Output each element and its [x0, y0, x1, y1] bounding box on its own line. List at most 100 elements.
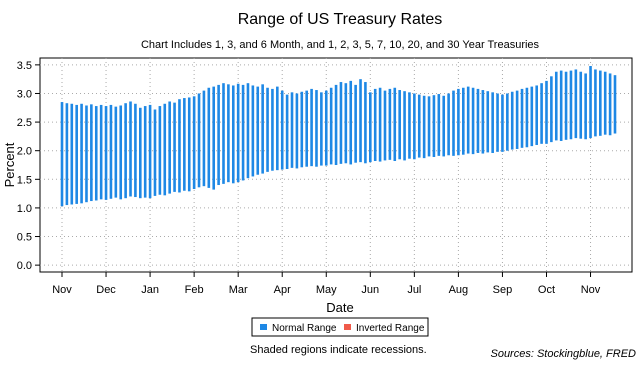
range-bar	[559, 70, 563, 141]
range-bar	[119, 105, 123, 200]
chart-subtitle: Chart Includes 1, 3, and 6 Month, and 1,…	[141, 39, 540, 51]
range-bar	[80, 103, 83, 204]
range-bar	[212, 86, 216, 190]
range-bar	[104, 106, 108, 200]
range-bar	[75, 104, 78, 204]
range-bar	[515, 90, 519, 149]
range-bar	[378, 87, 382, 162]
range-bar	[486, 91, 490, 153]
x-tick-label: Aug	[449, 284, 469, 296]
range-bar	[178, 99, 181, 193]
range-bar	[388, 88, 392, 160]
range-bar	[295, 93, 299, 169]
range-bar	[109, 104, 113, 199]
range-bar	[129, 101, 132, 197]
range-bar	[554, 71, 558, 141]
range-bar	[217, 84, 220, 186]
legend-label: Inverted Range	[356, 323, 425, 334]
range-bar	[535, 85, 538, 145]
y-tick-label: 3.0	[17, 88, 32, 100]
range-bar	[466, 86, 470, 154]
range-bar	[584, 73, 587, 140]
range-bar	[163, 103, 167, 196]
range-bar	[124, 103, 127, 199]
range-bar	[569, 70, 573, 140]
range-bar	[373, 88, 377, 161]
range-bar	[594, 69, 597, 137]
x-tick-label: Nov	[581, 284, 601, 296]
range-bar	[256, 86, 260, 175]
x-tick-label: Oct	[538, 284, 555, 296]
range-bar	[476, 88, 480, 153]
range-bar	[471, 87, 475, 155]
range-bar	[398, 90, 401, 160]
range-bar	[510, 91, 514, 150]
range-bar	[60, 102, 64, 207]
range-bar	[354, 84, 357, 163]
x-tick-label: Jul	[407, 284, 421, 296]
range-bar	[320, 92, 323, 166]
range-bar	[545, 80, 548, 144]
range-bar	[192, 96, 196, 190]
range-bar	[148, 104, 152, 199]
y-tick-label: 2.5	[17, 117, 32, 129]
range-bar	[315, 90, 318, 167]
range-bar	[530, 86, 534, 147]
range-bar	[305, 90, 308, 167]
range-bar	[369, 92, 372, 163]
range-bar	[236, 83, 240, 183]
range-bar	[227, 84, 230, 183]
range-bar	[324, 90, 328, 166]
range-bar	[613, 75, 617, 134]
range-bar	[491, 92, 494, 153]
range-bar	[447, 93, 450, 156]
range-bar	[550, 76, 553, 143]
range-bar	[65, 103, 69, 206]
y-axis-label: Percent	[2, 142, 17, 187]
range-bar	[271, 88, 274, 171]
range-bar	[364, 82, 367, 164]
range-bar	[422, 95, 426, 159]
range-bar	[168, 101, 171, 194]
range-bar	[280, 90, 284, 170]
range-bar	[506, 93, 509, 151]
legend-box	[251, 317, 429, 337]
range-bar	[496, 93, 499, 152]
range-bar	[413, 93, 416, 160]
range-bar	[359, 79, 362, 163]
x-tick-label: Dec	[96, 284, 116, 296]
x-tick-label: Jun	[361, 284, 379, 296]
range-bar	[564, 71, 568, 140]
range-bar	[197, 93, 201, 188]
range-bar	[540, 83, 543, 144]
range-bar	[285, 94, 289, 170]
y-tick-label: 1.5	[17, 174, 32, 186]
x-tick-label: Nov	[52, 284, 72, 296]
range-bar	[393, 87, 397, 161]
range-bar	[608, 73, 612, 136]
range-bar	[158, 106, 162, 195]
x-tick-label: Apr	[274, 284, 291, 296]
range-bar	[231, 85, 235, 184]
range-bar	[599, 70, 602, 136]
range-bar	[276, 86, 279, 171]
range-bar	[432, 95, 436, 157]
range-bar	[183, 98, 186, 191]
range-bar	[207, 87, 211, 188]
range-bar	[329, 87, 333, 165]
range-bar	[143, 106, 147, 198]
range-bar	[241, 84, 245, 181]
range-bar	[300, 91, 304, 168]
range-bar	[427, 96, 431, 157]
y-tick-label: 1.0	[17, 203, 32, 215]
range-bar	[139, 107, 142, 199]
range-bar	[461, 87, 465, 155]
range-bar	[134, 103, 137, 198]
range-bar	[457, 88, 460, 156]
y-tick-label: 3.5	[17, 60, 32, 72]
x-tick-label: Jan	[141, 284, 159, 296]
range-bar	[90, 104, 93, 202]
range-bar	[437, 94, 441, 156]
range-bar	[266, 87, 269, 172]
legend-label: Normal Range	[272, 323, 337, 334]
